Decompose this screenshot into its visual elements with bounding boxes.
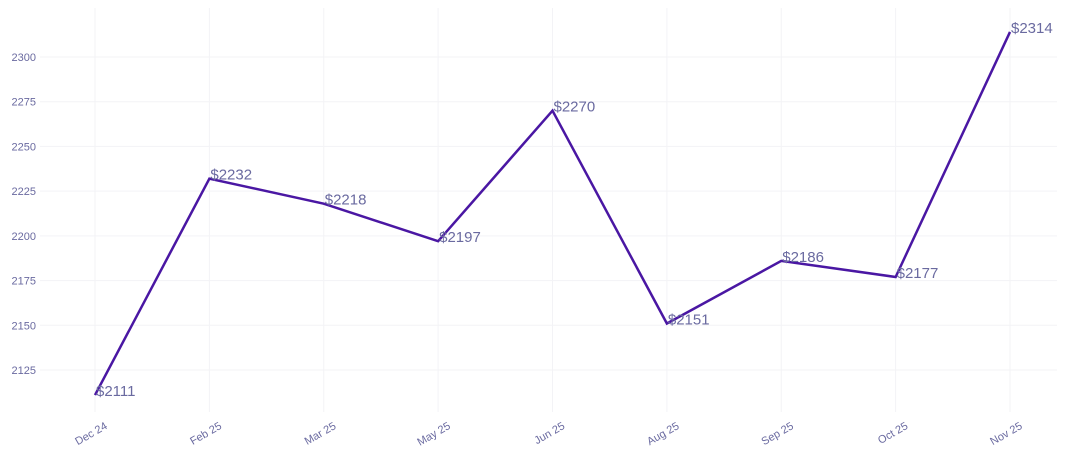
y-tick-label: 2250 bbox=[12, 141, 36, 153]
y-tick-label: 2125 bbox=[12, 365, 36, 377]
data-label: $2111 bbox=[96, 383, 136, 400]
y-tick-label: 2200 bbox=[12, 231, 36, 243]
series-line bbox=[93, 31, 1012, 396]
y-tick-label: 2275 bbox=[12, 97, 36, 109]
data-label: $2314 bbox=[1011, 20, 1053, 37]
y-axis-tick-labels: 2125 2150 2175 2200 2225 2250 2275 2300 bbox=[12, 52, 36, 377]
data-label: $2186 bbox=[782, 249, 824, 266]
data-label: $2151 bbox=[668, 311, 710, 328]
x-tick-label: May 25 bbox=[415, 420, 452, 448]
x-tick-label: Sep 25 bbox=[760, 420, 796, 448]
x-tick-label: Mar 25 bbox=[303, 420, 339, 448]
data-labels: $2111 $2232 $2218 $2197 $2270 $2151 $2186 $2177… bbox=[96, 20, 1053, 400]
y-tick-label: 2175 bbox=[12, 276, 36, 288]
x-tick-label: Aug 25 bbox=[645, 420, 681, 448]
data-label: $2218 bbox=[325, 192, 367, 209]
x-tick-label: Dec 24 bbox=[73, 420, 109, 448]
x-tick-label: Nov 25 bbox=[988, 420, 1024, 448]
x-axis-tick-labels: Dec 24 Feb 25 Mar 25 May 25 Jun 25 Aug 25 Sep … bbox=[73, 420, 1024, 448]
x-tick-label: Jun 25 bbox=[532, 420, 567, 447]
y-tick-label: 2300 bbox=[12, 52, 36, 64]
horizontal-gridlines bbox=[40, 56, 1057, 371]
vertical-gridlines bbox=[94, 8, 1011, 412]
x-tick-label: Feb 25 bbox=[188, 420, 224, 448]
data-label: $2177 bbox=[897, 265, 939, 282]
data-label: $2197 bbox=[439, 229, 481, 246]
data-label: $2270 bbox=[554, 99, 596, 116]
y-tick-label: 2150 bbox=[12, 320, 36, 332]
data-label: $2232 bbox=[210, 167, 252, 184]
y-tick-label: 2225 bbox=[12, 186, 36, 198]
x-tick-label: Oct 25 bbox=[876, 420, 910, 447]
